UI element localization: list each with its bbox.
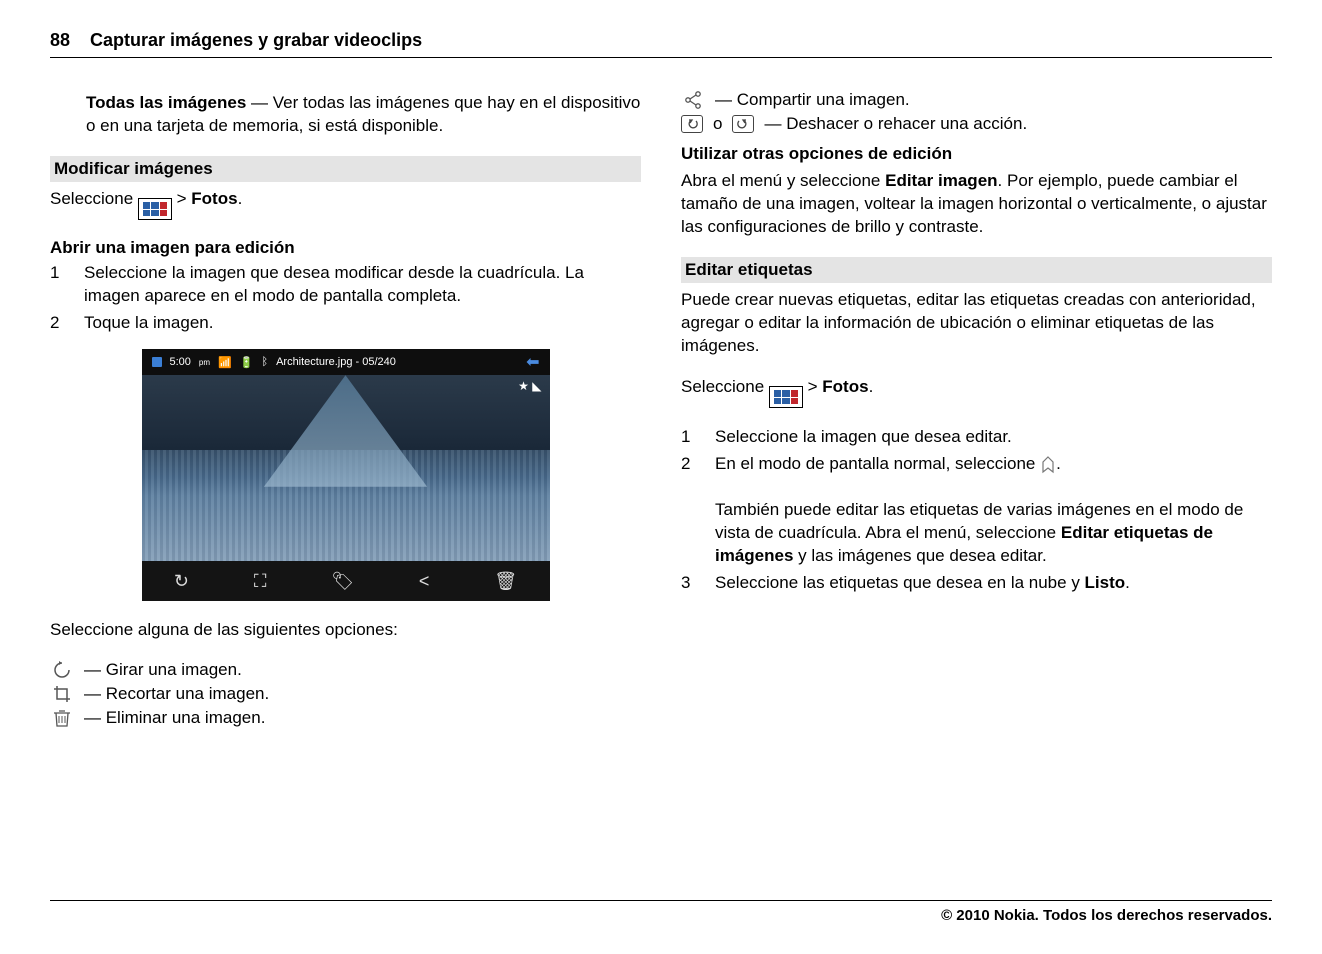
page-title: Capturar imágenes y grabar videoclips [90, 30, 422, 51]
crop-line: — Recortar una imagen. [50, 684, 641, 704]
share-icon [681, 90, 705, 110]
page-header: 88 Capturar imágenes y grabar videoclips [50, 30, 1272, 58]
period: . [238, 189, 243, 208]
crop-icon: ⛶ [254, 571, 267, 592]
step-text: En el modo de pantalla normal, seleccion… [715, 453, 1272, 568]
step-num: 1 [681, 426, 695, 449]
editar-para: Puede crear nuevas etiquetas, editar las… [681, 289, 1272, 358]
trash-icon [50, 708, 74, 728]
step-num: 2 [681, 453, 695, 568]
estep-1: 1 Seleccione la imagen que desea editar. [681, 426, 1272, 449]
step-num: 2 [50, 312, 64, 335]
abrir-steps: 1 Seleccione la imagen que desea modifica… [50, 262, 641, 335]
right-column: — Compartir una imagen. o — Deshacer o r… [681, 86, 1272, 732]
abrir-heading: Abrir una imagen para edición [50, 238, 641, 258]
star-icon: ★ ◣ [518, 379, 541, 393]
left-column: Todas las imágenes — Ver todas las imáge… [50, 86, 641, 732]
ss-pm: pm [199, 358, 210, 367]
phone-screenshot: 5:00 pm 📶 🔋 ᛒ Architecture.jpg - 05/240 … [142, 349, 550, 601]
ss-time: 5:00 [170, 356, 191, 368]
ss-filename: Architecture.jpg - 05/240 [276, 356, 396, 368]
other-pre: Abra el menú y seleccione [681, 171, 885, 190]
editar-section: Editar etiquetas [681, 257, 1272, 283]
gt-symbol: > [177, 189, 192, 208]
content-columns: Todas las imágenes — Ver todas las imáge… [50, 86, 1272, 732]
seleccione-line-2: Seleccione > Fotos. [681, 376, 1272, 409]
crop-icon [50, 684, 74, 704]
screenshot-image: ★ ◣ [142, 375, 550, 561]
tag-icon: 🏷 [331, 571, 354, 592]
options-intro: Seleccione alguna de las siguientes opci… [50, 619, 641, 642]
s2b-post: y las imágenes que desea editar. [793, 546, 1046, 565]
s3-post: . [1125, 573, 1130, 592]
rotate-icon: ↻ [174, 571, 189, 592]
menu-grid-icon [138, 198, 172, 220]
step-text: Toque la imagen. [84, 312, 641, 335]
editar-steps: 1Seleccione la imagen que desea editar. … [681, 426, 1272, 595]
gt-symbol: > [808, 377, 823, 396]
fotos-label: Fotos [191, 189, 237, 208]
step-2: 2 Toque la imagen. [50, 312, 641, 335]
seleccione-word: Seleccione [681, 377, 769, 396]
seleccione-line: Seleccione > Fotos. [50, 188, 641, 221]
back-arrow-icon: ⬅ [526, 352, 539, 372]
delete-line: — Eliminar una imagen. [50, 708, 641, 728]
tag-icon [1040, 456, 1056, 474]
estep-3: 3 Seleccione las etiquetas que desea en … [681, 572, 1272, 595]
s2-pre: En el modo de pantalla normal, seleccion… [715, 454, 1040, 473]
undo-redo-line: o — Deshacer o rehacer una acción. [681, 114, 1272, 134]
undo-icon [681, 115, 703, 133]
app-icon [152, 357, 162, 367]
period: . [869, 377, 874, 396]
step-1: 1 Seleccione la imagen que desea modifica… [50, 262, 641, 308]
share-line: — Compartir una imagen. [681, 90, 1272, 110]
other-options-heading: Utilizar otras opciones de edición [681, 144, 1272, 164]
rotate-text: — Girar una imagen. [84, 660, 242, 680]
screenshot-toolbar: ↻ ⛶ 🏷 < 🗑 [142, 561, 550, 601]
screenshot-statusbar: 5:00 pm 📶 🔋 ᛒ Architecture.jpg - 05/240 … [142, 349, 550, 375]
step-text: Seleccione la imagen que desea modificar… [84, 262, 641, 308]
redo-icon [732, 115, 754, 133]
rotate-icon [50, 660, 74, 680]
crop-text: — Recortar una imagen. [84, 684, 269, 704]
bluetooth-icon: ᛒ [261, 356, 268, 368]
seleccione-word: Seleccione [50, 189, 138, 208]
fotos-label: Fotos [822, 377, 868, 396]
step-num: 1 [50, 262, 64, 308]
todas-label: Todas las imágenes [86, 93, 246, 112]
s2-post: . [1056, 454, 1061, 473]
todas-paragraph: Todas las imágenes — Ver todas las imáge… [86, 92, 641, 138]
trash-icon: 🗑 [494, 571, 517, 592]
signal-icon: 📶 [218, 356, 232, 369]
or-text: o [713, 114, 722, 134]
modificar-section: Modificar imágenes [50, 156, 641, 182]
share-text: — Compartir una imagen. [715, 90, 910, 110]
s3-bold: Listo [1085, 573, 1126, 592]
step-num: 3 [681, 572, 695, 595]
s3-pre: Seleccione las etiquetas que desea en la… [715, 573, 1085, 592]
page-footer: © 2010 Nokia. Todos los derechos reserva… [50, 900, 1272, 924]
step-text: Seleccione la imagen que desea editar. [715, 426, 1272, 449]
estep-2: 2 En el modo de pantalla normal, selecci… [681, 453, 1272, 568]
delete-text: — Eliminar una imagen. [84, 708, 265, 728]
rotate-line: — Girar una imagen. [50, 660, 641, 680]
menu-grid-icon [769, 386, 803, 408]
battery-icon: 🔋 [240, 356, 254, 369]
other-bold: Editar imagen [885, 171, 997, 190]
page-number: 88 [50, 30, 70, 51]
undo-redo-text: — Deshacer o rehacer una acción. [764, 114, 1027, 134]
other-options-para: Abra el menú y seleccione Editar imagen.… [681, 170, 1272, 239]
share-icon: < [419, 571, 430, 592]
step-text: Seleccione las etiquetas que desea en la… [715, 572, 1272, 595]
